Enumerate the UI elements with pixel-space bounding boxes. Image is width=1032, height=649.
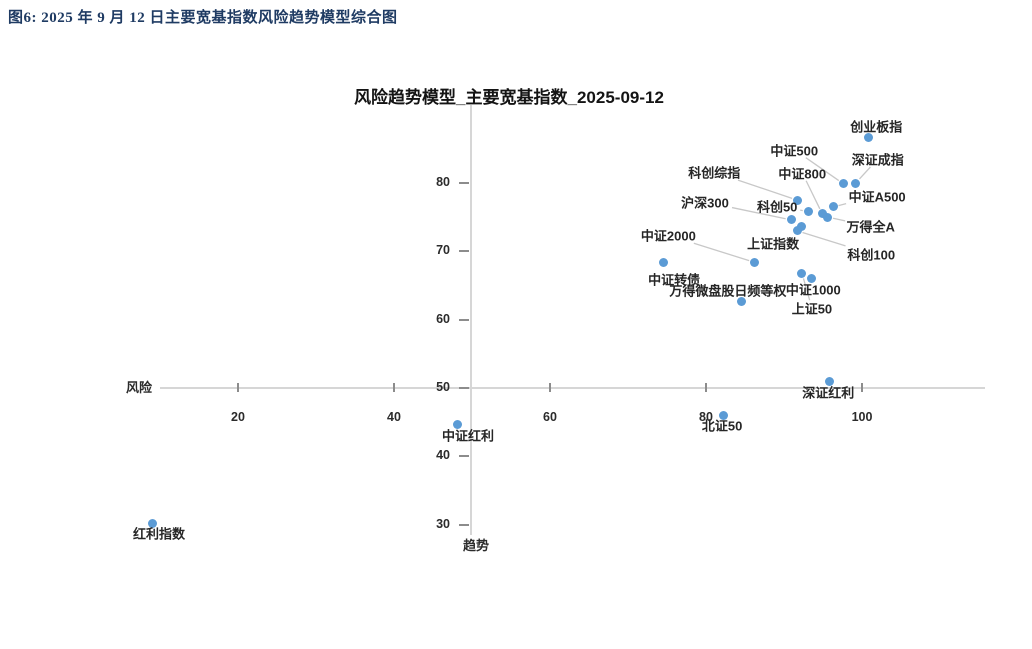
scatter-point-label: 中证800 (778, 166, 827, 182)
x-tick-label: 60 (543, 410, 557, 424)
x-tick-label: 80 (699, 410, 713, 424)
leader-line (858, 166, 871, 180)
scatter-point-label: 中证500 (770, 143, 819, 159)
y-tick-label: 50 (436, 380, 450, 394)
leader-line (805, 180, 821, 210)
y-tick-label: 70 (436, 243, 450, 258)
scatter-point-dot (863, 133, 873, 143)
scatter-point-dot (796, 221, 806, 231)
y-tick-mark (459, 387, 469, 389)
y-axis-caption: 风险 (126, 380, 153, 395)
scatter-point-label: 中证A500 (848, 189, 906, 205)
leader-line (800, 209, 803, 212)
x-tick-mark (549, 383, 551, 392)
x-tick-label: 20 (231, 410, 245, 424)
x-tick-mark (237, 383, 239, 392)
scatter-point-dot (806, 274, 816, 284)
x-axis-caption: 趋势 (463, 538, 490, 553)
scatter-point-label: 中证1000 (785, 282, 841, 298)
scatter-point-label: 中证转债 (648, 272, 701, 288)
scatter-point-label: 科创50 (756, 199, 798, 215)
y-tick-label: 40 (436, 448, 450, 463)
scatter-point-label: 万得微盘股日频等权 (669, 283, 787, 299)
leader-line (693, 242, 750, 262)
y-tick-mark (459, 250, 469, 253)
x-tick-mark (393, 383, 395, 392)
scatter-point-label: 中证红利 (441, 428, 494, 444)
leader-line (838, 203, 847, 207)
figure-caption: 图6: 2025 年 9 月 12 日主要宽基指数风险趋势模型综合图 (8, 10, 398, 26)
scatter-point-label: 深证红利 (802, 385, 855, 401)
scatter-point-label: 北证50 (701, 418, 743, 434)
scatter-point-dot (792, 195, 802, 205)
scatter-point-dot (718, 410, 728, 420)
scatter-point-dot (797, 268, 807, 278)
scatter-point-label: 科创100 (847, 247, 896, 263)
scatter-point-dot (737, 297, 747, 307)
scatter-point-dot (824, 376, 834, 386)
x-tick-label: 100 (851, 410, 873, 424)
scatter-point-dot (828, 202, 838, 212)
scatter-point-label: 沪深300 (681, 195, 729, 211)
y-tick-label: 30 (436, 516, 450, 531)
y-tick-mark (459, 455, 469, 458)
scatter-point-label: 中证2000 (640, 228, 696, 244)
scatter-point-label: 红利指数 (132, 526, 185, 542)
scatter-point-dot (792, 226, 802, 236)
x-tick-label: 40 (387, 410, 401, 424)
scatter-point-label: 科创综指 (688, 165, 741, 181)
leader-line (832, 217, 846, 222)
scatter-point-dot (148, 518, 158, 528)
scatter-point-dot (658, 258, 668, 268)
scatter-point-label: 创业板指 (850, 119, 903, 135)
y-tick-mark (459, 523, 469, 526)
x-tick-mark (705, 383, 707, 392)
x-axis-line (160, 387, 985, 389)
scatter-point-label: 上证50 (791, 301, 833, 317)
scatter-point-label: 上证指数 (747, 236, 800, 252)
leader-line (802, 231, 846, 247)
chart-title: 风险趋势模型_主要宽基指数_2025-09-12 (354, 88, 664, 107)
y-tick-mark (459, 182, 469, 184)
scatter-point-dot (817, 209, 827, 219)
y-tick-label: 60 (436, 311, 450, 326)
scatter-point-dot (823, 212, 833, 222)
scatter-point-dot (749, 257, 759, 267)
y-tick-label: 80 (436, 175, 450, 189)
scatter-point-dot (803, 207, 813, 217)
x-tick-mark (861, 383, 863, 392)
scatter-point-label: 万得全A (846, 219, 895, 235)
scatter-point-dot (838, 179, 848, 189)
scatter-point-label: 深证成指 (851, 152, 904, 168)
scatter-point-dot (786, 215, 796, 225)
scatter-point-dot (851, 178, 861, 188)
y-axis-line (470, 105, 472, 535)
y-tick-mark (459, 318, 469, 321)
scatter-point-dot (453, 419, 463, 429)
